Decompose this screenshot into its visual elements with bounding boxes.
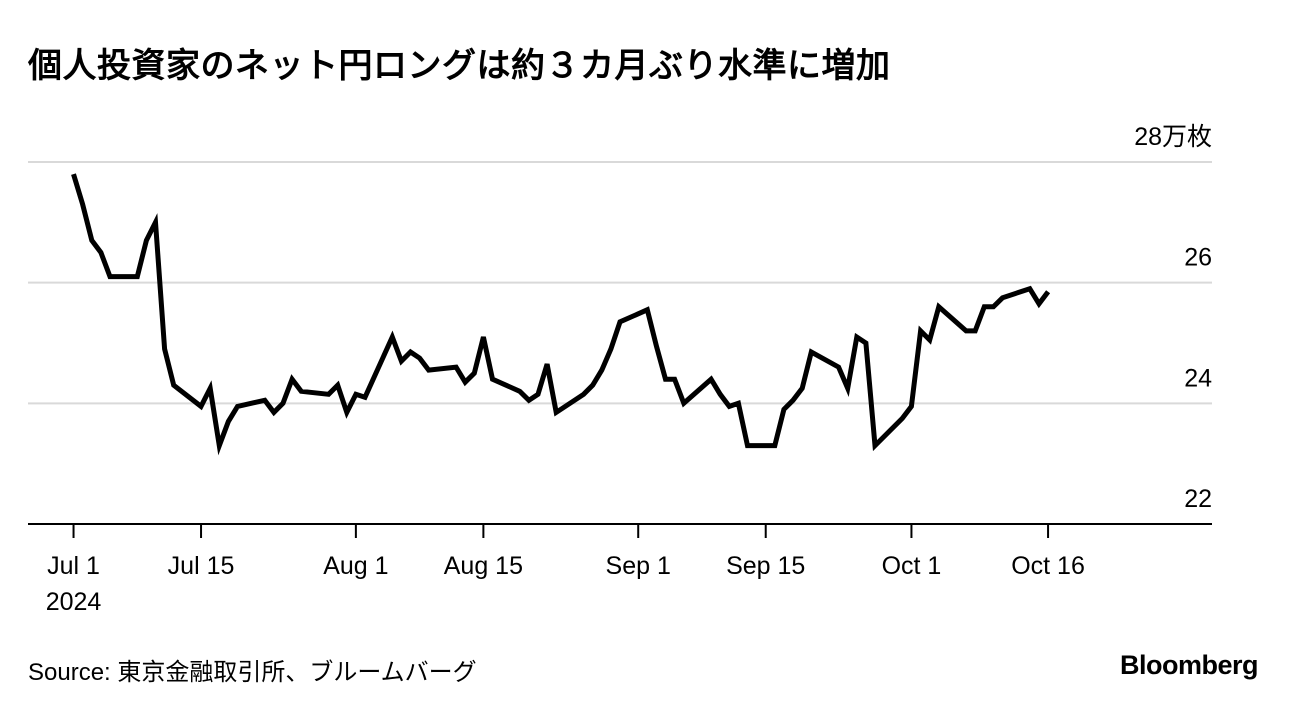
- bloomberg-logo: Bloomberg: [1119, 650, 1259, 680]
- gridlines: [28, 161, 1212, 405]
- x-axis: [28, 523, 1212, 538]
- y-tick-label: 24: [1184, 364, 1212, 392]
- x-tick-label: Aug 15: [444, 552, 523, 580]
- x-axis-labels: Jul 1 2024 Jul 15 Aug 1 Aug 15 Sep 1 Sep 15 Oct…: [46, 552, 1085, 616]
- source-note: Source: 東京金融取引所、ブルームバーグ: [28, 659, 477, 686]
- x-tick-label: Sep 1: [606, 552, 671, 580]
- x-tick-label: Jul 15: [168, 552, 235, 580]
- x-tick-label: Aug 1: [323, 552, 388, 580]
- y-tick-label: 26: [1184, 244, 1212, 272]
- y-tick-label: 22: [1184, 485, 1212, 513]
- x-tick-year-label: 2024: [46, 588, 102, 616]
- x-tick-label: Oct 16: [1011, 552, 1085, 580]
- x-tick-label: Jul 1: [47, 552, 100, 580]
- y-axis-labels: 28万枚 26 24 22: [1134, 123, 1212, 513]
- chart-title: 個人投資家のネット円ロングは約３カ月ぶり水準に増加: [28, 47, 891, 85]
- y-tick-label: 28万枚: [1134, 123, 1212, 151]
- series-layer: [71, 173, 1051, 456]
- series-line: [71, 173, 1051, 456]
- x-tick-label: Sep 15: [726, 552, 805, 580]
- x-tick-label: Oct 1: [882, 552, 942, 580]
